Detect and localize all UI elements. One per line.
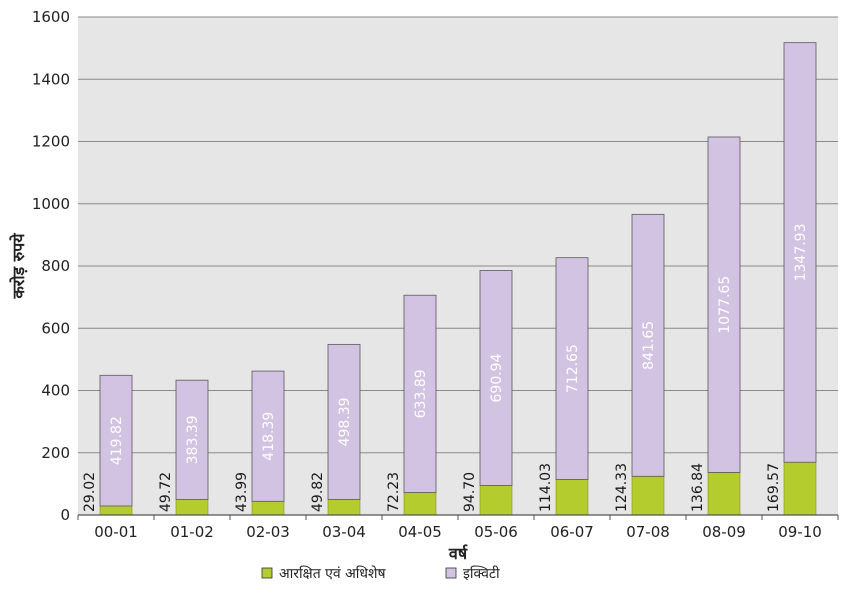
bar-segment-reserves <box>403 492 437 516</box>
bar-segment-reserves <box>99 505 133 516</box>
y-tick-label: 800 <box>41 257 70 275</box>
x-tick-label: 06-07 <box>550 523 594 541</box>
data-label-equity: 712.65 <box>565 344 581 393</box>
data-label-equity: 383.39 <box>185 415 201 464</box>
y-tick-label: 1400 <box>32 70 70 88</box>
data-label-reserves: 124.33 <box>614 463 630 512</box>
x-tick-label: 07-08 <box>626 523 670 541</box>
x-tick-label: 00-01 <box>94 523 138 541</box>
x-tick-label: 08-09 <box>702 523 746 541</box>
bar-segment-reserves <box>175 499 209 516</box>
y-axis-ticks: 0 200 400 600 800 1000 1200 1400 1600 <box>32 8 70 524</box>
y-tick-label: 200 <box>41 444 70 462</box>
data-label-reserves: 49.72 <box>158 472 174 512</box>
legend-swatch-reserves <box>261 567 273 579</box>
data-label-reserves: 29.02 <box>82 472 98 512</box>
x-tick-label: 01-02 <box>170 523 214 541</box>
x-tick-label: 04-05 <box>398 523 442 541</box>
y-tick-label: 1000 <box>32 195 70 213</box>
data-label-equity: 498.39 <box>337 397 353 446</box>
bar-segment-reserves <box>707 472 741 516</box>
data-label-equity: 418.39 <box>261 412 277 461</box>
data-label-equity: 633.89 <box>413 369 429 418</box>
legend: आरक्षित एवं अधिशेष इक्विटी <box>261 565 500 582</box>
bar-segment-reserves <box>783 461 817 516</box>
x-tick-label: 03-04 <box>322 523 366 541</box>
bar-segment-reserves <box>327 499 361 516</box>
bar-segment-equity <box>479 270 513 486</box>
data-label-reserves: 72.23 <box>386 472 402 512</box>
bar-segment-equity <box>251 370 285 502</box>
bar-segment-equity <box>175 379 209 500</box>
bar-segment-reserves <box>251 501 285 516</box>
bar-segment-reserves <box>631 476 665 516</box>
data-label-reserves: 94.70 <box>462 472 478 512</box>
bar-segment-equity <box>403 294 437 493</box>
y-tick-label: 600 <box>41 319 70 337</box>
bar-segment-equity <box>631 213 665 477</box>
bars: 29.02 419.82 49.72 383.39 43.99 418.39 49.82 49… <box>82 42 817 516</box>
data-label-reserves: 114.03 <box>538 463 554 512</box>
legend-label-equity: इक्विटी <box>463 565 500 582</box>
data-label-reserves: 49.82 <box>310 472 326 512</box>
y-tick-label: 1200 <box>32 133 70 151</box>
data-label-equity: 1077.65 <box>717 276 733 334</box>
data-label-reserves: 43.99 <box>234 472 250 512</box>
bar-segment-reserves <box>555 479 589 516</box>
data-label-reserves: 136.84 <box>690 463 706 512</box>
bar-segment-equity <box>555 257 589 480</box>
data-label-equity: 841.65 <box>641 321 657 370</box>
bar-segment-equity <box>783 42 817 463</box>
x-axis-title: वर्ष <box>448 544 468 563</box>
x-tick-label: 09-10 <box>778 523 822 541</box>
data-label-equity: 690.94 <box>489 353 505 402</box>
bar-segment-reserves <box>479 485 513 516</box>
data-label-equity: 419.82 <box>109 416 125 465</box>
bar-segment-equity <box>99 374 133 507</box>
legend-swatch-equity <box>445 567 457 579</box>
legend-label-reserves: आरक्षित एवं अधिशेष <box>279 565 387 582</box>
y-tick-label: 400 <box>41 382 70 400</box>
y-tick-label: 0 <box>60 506 70 524</box>
data-label-reserves: 169.57 <box>766 463 782 512</box>
bar-segment-equity <box>707 136 741 473</box>
y-tick-label: 1600 <box>32 8 70 26</box>
x-tick-label: 05-06 <box>474 523 518 541</box>
data-label-equity: 1347.93 <box>793 223 809 281</box>
bar-segment-equity <box>327 343 361 500</box>
y-axis-title: करोड़ रुपये <box>9 233 28 300</box>
x-tick-label: 02-03 <box>246 523 290 541</box>
x-axis-ticks: 00-01 01-02 02-03 03-04 04-05 05-06 06-07 07-08… <box>77 515 839 541</box>
